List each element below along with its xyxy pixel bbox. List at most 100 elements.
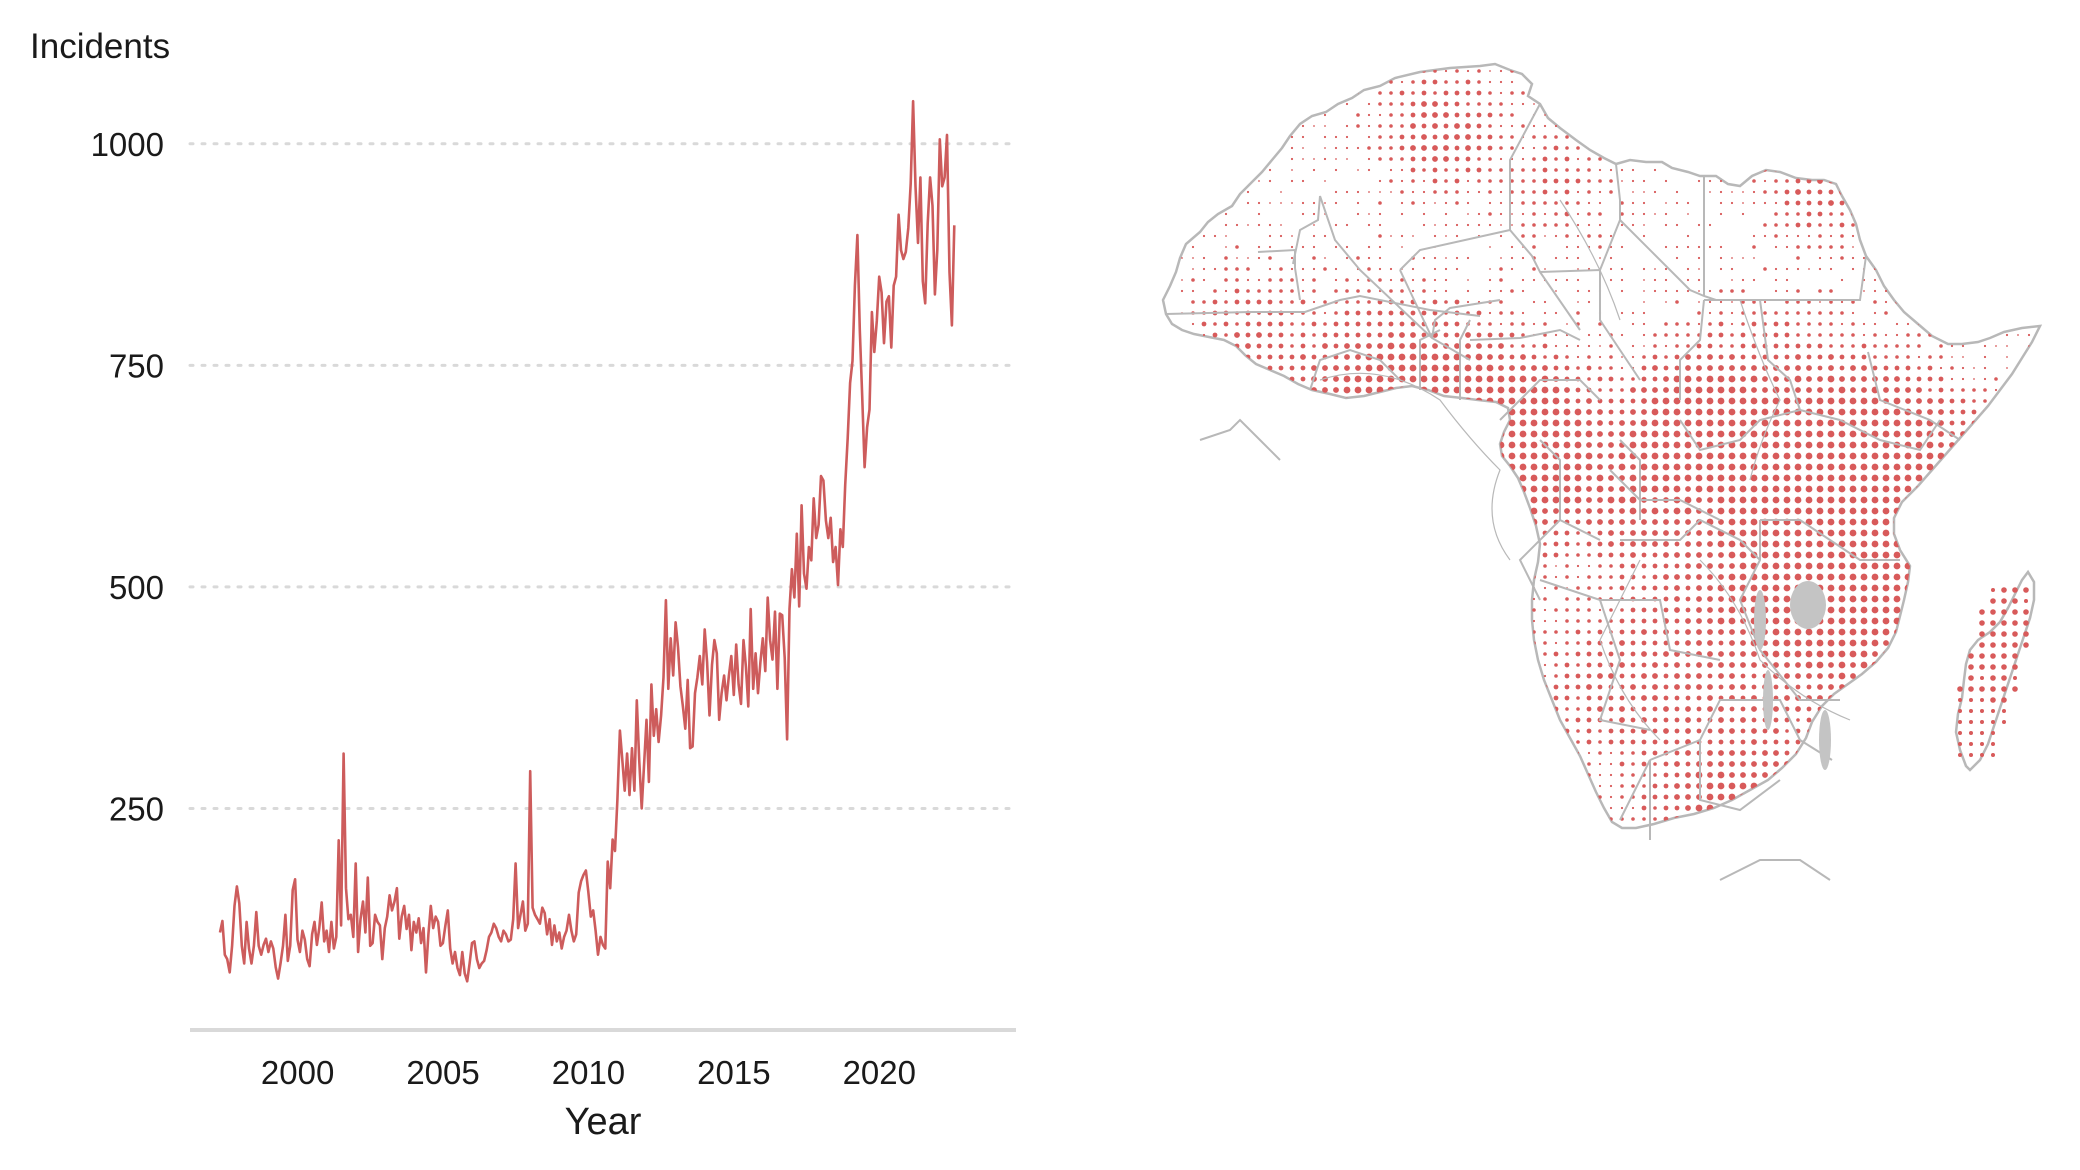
incident-dot xyxy=(1884,344,1888,348)
incident-dot xyxy=(1917,102,1921,106)
incident-dot xyxy=(1181,708,1183,710)
incident-dot xyxy=(1784,849,1791,856)
incident-dot xyxy=(1345,146,1349,150)
incident-dot xyxy=(1192,829,1194,831)
incident-dot xyxy=(2038,520,2040,524)
incident-dot xyxy=(1840,762,1844,766)
incident-dot xyxy=(1740,860,1747,867)
incident-dot xyxy=(1466,256,1470,260)
incident-dot xyxy=(1313,598,1315,600)
incident-dot xyxy=(1621,180,1623,182)
incident-dot xyxy=(1849,507,1857,515)
incident-dot xyxy=(1180,377,1184,381)
incident-dot xyxy=(1643,884,1645,886)
incident-dot xyxy=(1785,300,1789,304)
incident-dot xyxy=(1731,301,1733,303)
incident-dot xyxy=(1618,463,1626,471)
incident-dot xyxy=(1906,696,1910,700)
incident-dot xyxy=(1576,366,1580,370)
incident-dot xyxy=(1609,179,1613,183)
incident-dot xyxy=(1632,147,1634,149)
incident-dot xyxy=(1587,168,1591,172)
incident-dot xyxy=(1673,408,1681,416)
incident-dot xyxy=(1497,441,1505,449)
incident-dot xyxy=(1938,574,1944,580)
incident-dot xyxy=(1962,257,1964,259)
incident-dot xyxy=(1541,485,1549,493)
incident-dot xyxy=(2015,530,2021,536)
incident-dot xyxy=(1707,673,1713,679)
incident-dot xyxy=(1585,452,1593,460)
incident-dot xyxy=(1629,430,1637,438)
incident-dot xyxy=(1949,607,1955,613)
incident-dot xyxy=(1785,223,1789,227)
incident-dot xyxy=(2038,278,2040,282)
incident-dot xyxy=(1213,410,1217,414)
incident-dot xyxy=(1652,552,1658,558)
incident-dot xyxy=(1401,730,1403,732)
incident-dot xyxy=(1203,81,1205,83)
incident-dot xyxy=(1313,653,1315,655)
incident-dot xyxy=(1686,278,1690,282)
incident-dot xyxy=(1750,529,1758,537)
incident-dot xyxy=(1180,729,1184,733)
incident-dot xyxy=(1574,419,1582,427)
incident-dot xyxy=(1939,69,1943,73)
incident-dot xyxy=(1159,136,1161,138)
incident-dot xyxy=(1817,387,1823,393)
incident-dot xyxy=(1499,234,1503,238)
incident-dot xyxy=(1851,201,1855,205)
incident-dot xyxy=(1783,562,1791,570)
incident-dot xyxy=(1750,815,1758,823)
incident-dot xyxy=(2027,531,2031,535)
incident-dot xyxy=(1783,397,1791,405)
incident-dot xyxy=(2038,509,2040,513)
incident-dot xyxy=(1685,585,1691,591)
incident-dot xyxy=(1192,752,1194,754)
incident-dot xyxy=(1696,695,1702,701)
incident-dot xyxy=(1851,762,1855,766)
incident-dot xyxy=(1169,333,1173,337)
incident-dot xyxy=(2017,334,2019,336)
incident-dot xyxy=(1576,190,1580,194)
incident-dot xyxy=(1664,839,1669,844)
incident-dot xyxy=(1455,740,1459,744)
incident-dot xyxy=(1510,619,1514,623)
incident-dot xyxy=(1313,620,1315,622)
incident-dot xyxy=(1863,873,1865,875)
incident-dot xyxy=(1444,267,1448,271)
incident-dot xyxy=(1707,530,1713,536)
incident-dot xyxy=(1674,706,1680,712)
incident-dot xyxy=(1741,278,1745,282)
incident-dot xyxy=(1772,430,1780,438)
incident-dot xyxy=(1838,650,1846,658)
incident-dot xyxy=(1609,784,1613,788)
incident-dot xyxy=(1236,829,1238,831)
incident-dot xyxy=(1564,673,1570,679)
incident-dot xyxy=(1653,168,1657,172)
incident-dot xyxy=(1739,397,1747,405)
incident-dot xyxy=(1840,135,1844,139)
incident-dot xyxy=(1213,289,1217,293)
incident-dot xyxy=(2028,246,2030,248)
incident-dot xyxy=(1476,541,1482,547)
incident-dot xyxy=(1433,256,1437,260)
incident-dot xyxy=(1225,895,1227,897)
incident-dot xyxy=(1554,157,1558,161)
incident-dot xyxy=(1993,486,1999,492)
incident-dot xyxy=(1544,851,1546,853)
incident-dot xyxy=(1576,707,1580,711)
incident-dot xyxy=(1619,552,1625,558)
incident-dot xyxy=(1707,574,1713,580)
incident-dot xyxy=(2016,234,2020,238)
incident-dot xyxy=(1883,706,1889,712)
incident-dot xyxy=(1257,575,1261,579)
incident-dot xyxy=(1377,332,1383,338)
incident-dot xyxy=(1554,190,1558,194)
incident-dot xyxy=(1904,507,1912,515)
incident-dot xyxy=(1684,375,1692,383)
incident-dot xyxy=(2004,530,2010,536)
incident-dot xyxy=(1301,278,1305,282)
incident-dot xyxy=(1388,321,1394,327)
incident-dot xyxy=(1291,752,1293,754)
